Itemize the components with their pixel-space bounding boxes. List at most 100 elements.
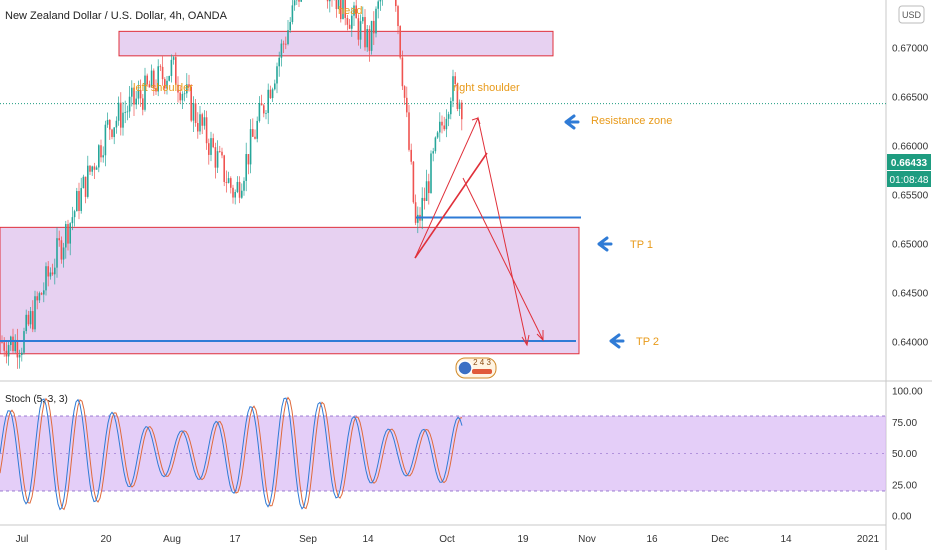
candle-body <box>201 114 203 126</box>
candle-body <box>43 290 45 295</box>
stoch-tick: 75.00 <box>892 418 917 429</box>
candle-body <box>443 125 445 130</box>
price-tick: 0.64500 <box>892 289 929 300</box>
candle-body <box>285 43 287 45</box>
candle-body <box>432 151 434 154</box>
price-tick: 0.66500 <box>892 93 929 104</box>
candle-body <box>214 147 217 168</box>
currency-badge[interactable] <box>898 5 925 24</box>
candle-body <box>3 342 5 351</box>
candle-body <box>223 155 225 182</box>
badge-count: 2 4 3 <box>473 358 491 367</box>
ideas-badge[interactable]: 2 4 3 <box>455 357 497 379</box>
time-tick: 16 <box>646 534 658 545</box>
candle-body <box>84 176 87 197</box>
candle-body <box>155 88 157 92</box>
candle-body <box>111 129 113 138</box>
candle-body <box>461 102 463 120</box>
candle-body <box>102 155 104 158</box>
candle-body <box>421 197 423 221</box>
candle-body <box>166 80 168 89</box>
stoch-tick: 100.00 <box>892 387 923 398</box>
candle-body <box>280 43 283 58</box>
candle-body <box>16 339 19 358</box>
candle-body <box>230 178 232 188</box>
candle-body <box>27 314 30 325</box>
candle-body <box>403 86 406 98</box>
projection-arrowhead-top <box>471 117 481 125</box>
candle-body <box>456 83 459 109</box>
candle-body <box>124 112 126 113</box>
candle-body <box>98 145 100 168</box>
candle-body <box>373 20 375 34</box>
candle-body <box>78 191 80 211</box>
candle-body <box>434 137 437 152</box>
candle-body <box>359 21 362 40</box>
candle-body <box>245 154 247 181</box>
candle-body <box>278 57 280 67</box>
candle-body <box>236 181 239 192</box>
stoch-k-line <box>0 397 463 511</box>
time-tick: Dec <box>711 534 729 545</box>
time-tick: 14 <box>362 534 374 545</box>
candle-body <box>370 20 373 51</box>
candle-body <box>161 66 164 80</box>
candle-body <box>210 138 212 155</box>
candle-body <box>269 89 272 99</box>
candle-body <box>139 89 142 99</box>
candle-body <box>450 101 452 115</box>
candle-body <box>12 336 14 352</box>
candle-body <box>38 293 41 301</box>
candle-body <box>232 187 234 198</box>
candle-body <box>197 123 199 132</box>
candle-body <box>109 119 111 130</box>
candle-body <box>142 98 144 110</box>
candle-body <box>25 314 27 332</box>
price-tick: 0.66000 <box>892 142 929 153</box>
time-tick: 17 <box>229 534 241 545</box>
candle-body <box>120 102 122 128</box>
stoch-tick: 25.00 <box>892 480 917 491</box>
candle-body <box>179 92 181 101</box>
candle-body <box>175 57 177 85</box>
candle-body <box>62 247 65 260</box>
candle-body <box>65 224 67 248</box>
candle-body <box>104 124 107 156</box>
avatar-icon <box>457 360 473 376</box>
candle-body <box>133 87 135 105</box>
candle-body <box>238 181 241 198</box>
candle-body <box>45 266 47 291</box>
candle-body <box>56 238 58 268</box>
candle-body <box>436 132 439 138</box>
right-shoulder-label: right shoulder <box>453 82 520 94</box>
candle-body <box>60 240 63 260</box>
candle-body <box>14 339 16 352</box>
candle-body <box>18 355 21 358</box>
candle-body <box>190 86 192 121</box>
candle-body <box>410 149 412 162</box>
candle-body <box>425 181 428 201</box>
candle-body <box>51 272 54 275</box>
projection-arrowhead-2 <box>536 330 544 342</box>
candle-body <box>263 105 265 114</box>
candle-body <box>144 75 146 110</box>
candle-body <box>150 70 153 88</box>
candle-body <box>194 103 197 124</box>
candle-body <box>113 127 115 138</box>
candle-body <box>414 202 417 223</box>
candle-body <box>67 224 69 244</box>
candle-body <box>335 0 338 10</box>
candle-body <box>49 272 52 277</box>
candle-body <box>40 293 43 295</box>
candle-body <box>89 165 91 172</box>
candle-body <box>221 151 223 156</box>
candle-body <box>355 5 357 19</box>
candle-body <box>115 120 118 128</box>
candle-body <box>276 66 278 84</box>
candle-body <box>177 84 179 93</box>
candle-body <box>428 181 430 194</box>
candle-body <box>80 188 82 211</box>
candle-body <box>357 18 360 40</box>
projection-line-2 <box>462 177 544 341</box>
